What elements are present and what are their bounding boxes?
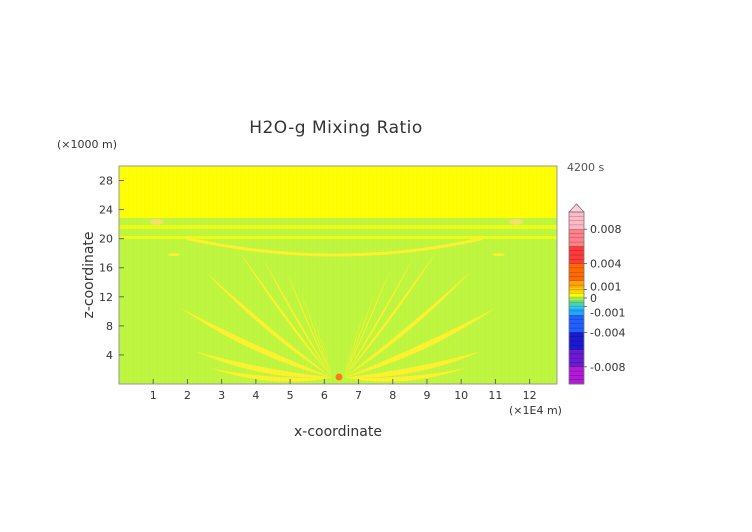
tropopause-blob bbox=[508, 218, 523, 225]
x-tick-label: 8 bbox=[389, 389, 396, 402]
background-lower bbox=[119, 218, 557, 384]
x-tick-label: 10 bbox=[454, 389, 468, 402]
colorbar-tick-label: 0 bbox=[590, 292, 597, 305]
y-unit-label: (×1000 m) bbox=[57, 138, 117, 151]
colorbar-segment bbox=[569, 366, 584, 385]
vapor-plume-ray bbox=[312, 311, 332, 378]
minor-feature bbox=[167, 253, 180, 257]
band-stripe bbox=[119, 225, 557, 229]
colorbar-segment bbox=[569, 332, 584, 351]
colorbar-tick-label: -0.004 bbox=[590, 326, 625, 339]
vapor-plume-ray bbox=[344, 289, 376, 378]
vapor-plume-ray bbox=[344, 311, 364, 378]
minor-feature bbox=[492, 253, 505, 257]
y-axis-label: z-coordinate bbox=[81, 231, 97, 318]
x-tick-label: 6 bbox=[321, 389, 328, 402]
x-tick-label: 7 bbox=[355, 389, 362, 402]
colorbar-segment bbox=[569, 299, 584, 304]
x-tick-label: 3 bbox=[218, 389, 225, 402]
vapor-plume-ray bbox=[210, 368, 332, 382]
x-tick-label: 1 bbox=[150, 389, 157, 402]
colorbar-tick-label: 0.001 bbox=[590, 280, 622, 293]
colorbar-segment bbox=[569, 287, 584, 294]
y-tick-label: 20 bbox=[99, 233, 113, 246]
y-tick-label: 12 bbox=[99, 291, 113, 304]
x-tick-label: 4 bbox=[252, 389, 259, 402]
source-maximum bbox=[335, 373, 343, 381]
plot-frame bbox=[118, 165, 558, 385]
colorbar-segment bbox=[569, 246, 584, 265]
colorbar-segment bbox=[569, 212, 584, 230]
colorbar-tick-label: 0.008 bbox=[590, 223, 622, 236]
mixing-ratio-features bbox=[118, 166, 556, 384]
x-unit-label: (×1E4 m) bbox=[509, 404, 562, 417]
y-tick-label: 8 bbox=[106, 320, 113, 333]
x-tick-label: 11 bbox=[488, 389, 502, 402]
background-upper bbox=[119, 166, 557, 218]
x-tick-label: 12 bbox=[523, 389, 537, 402]
vapor-plume-ray bbox=[344, 267, 391, 378]
colorbar-segment bbox=[569, 229, 584, 247]
y-tick-label: 16 bbox=[99, 262, 113, 275]
time-label: 4200 s bbox=[567, 161, 604, 174]
x-tick-label: 2 bbox=[184, 389, 191, 402]
y-axis: 4 8 12 16 20 24 28 bbox=[99, 175, 124, 362]
vapor-plume-ray bbox=[322, 333, 332, 378]
colorbar-tick-label: -0.008 bbox=[590, 361, 625, 374]
colorbar-tick-label: -0.001 bbox=[590, 307, 625, 320]
vapor-plume-ray bbox=[344, 351, 481, 378]
plot-area bbox=[118, 165, 558, 385]
vapor-plume-ray bbox=[300, 289, 332, 378]
colorbar-segment bbox=[569, 303, 584, 309]
colorbar-segment bbox=[569, 263, 584, 282]
upper-arc bbox=[187, 237, 483, 257]
colorbar-segment bbox=[569, 292, 584, 297]
colorbar-segment bbox=[569, 280, 584, 289]
y-tick-label: 24 bbox=[99, 204, 113, 217]
colorbar-segment bbox=[569, 308, 584, 316]
y-tick-label: 28 bbox=[99, 175, 113, 188]
colorbar-tick-label: 0.004 bbox=[590, 258, 622, 271]
chart-title: H2O-g Mixing Ratio bbox=[249, 118, 423, 138]
x-tick-label: 9 bbox=[423, 389, 430, 402]
colorbar-segment bbox=[569, 296, 584, 301]
x-tick-label: 5 bbox=[287, 389, 294, 402]
vapor-plume-ray bbox=[195, 351, 332, 378]
band-stripe bbox=[119, 236, 557, 239]
vapor-plume-ray bbox=[344, 333, 354, 378]
y-tick-label: 4 bbox=[106, 349, 113, 362]
colorbar-top-arrow bbox=[568, 203, 585, 213]
colorbar-segment bbox=[569, 349, 584, 368]
x-axis-label: x-coordinate bbox=[294, 424, 382, 440]
x-axis: 1 2 3 4 5 6 7 8 9 10 11 12 bbox=[150, 379, 537, 402]
tropopause-blob bbox=[149, 218, 164, 225]
colorbar-segment bbox=[569, 315, 584, 333]
vapor-plume-ray bbox=[344, 368, 466, 382]
vapor-plume-ray bbox=[285, 267, 332, 378]
